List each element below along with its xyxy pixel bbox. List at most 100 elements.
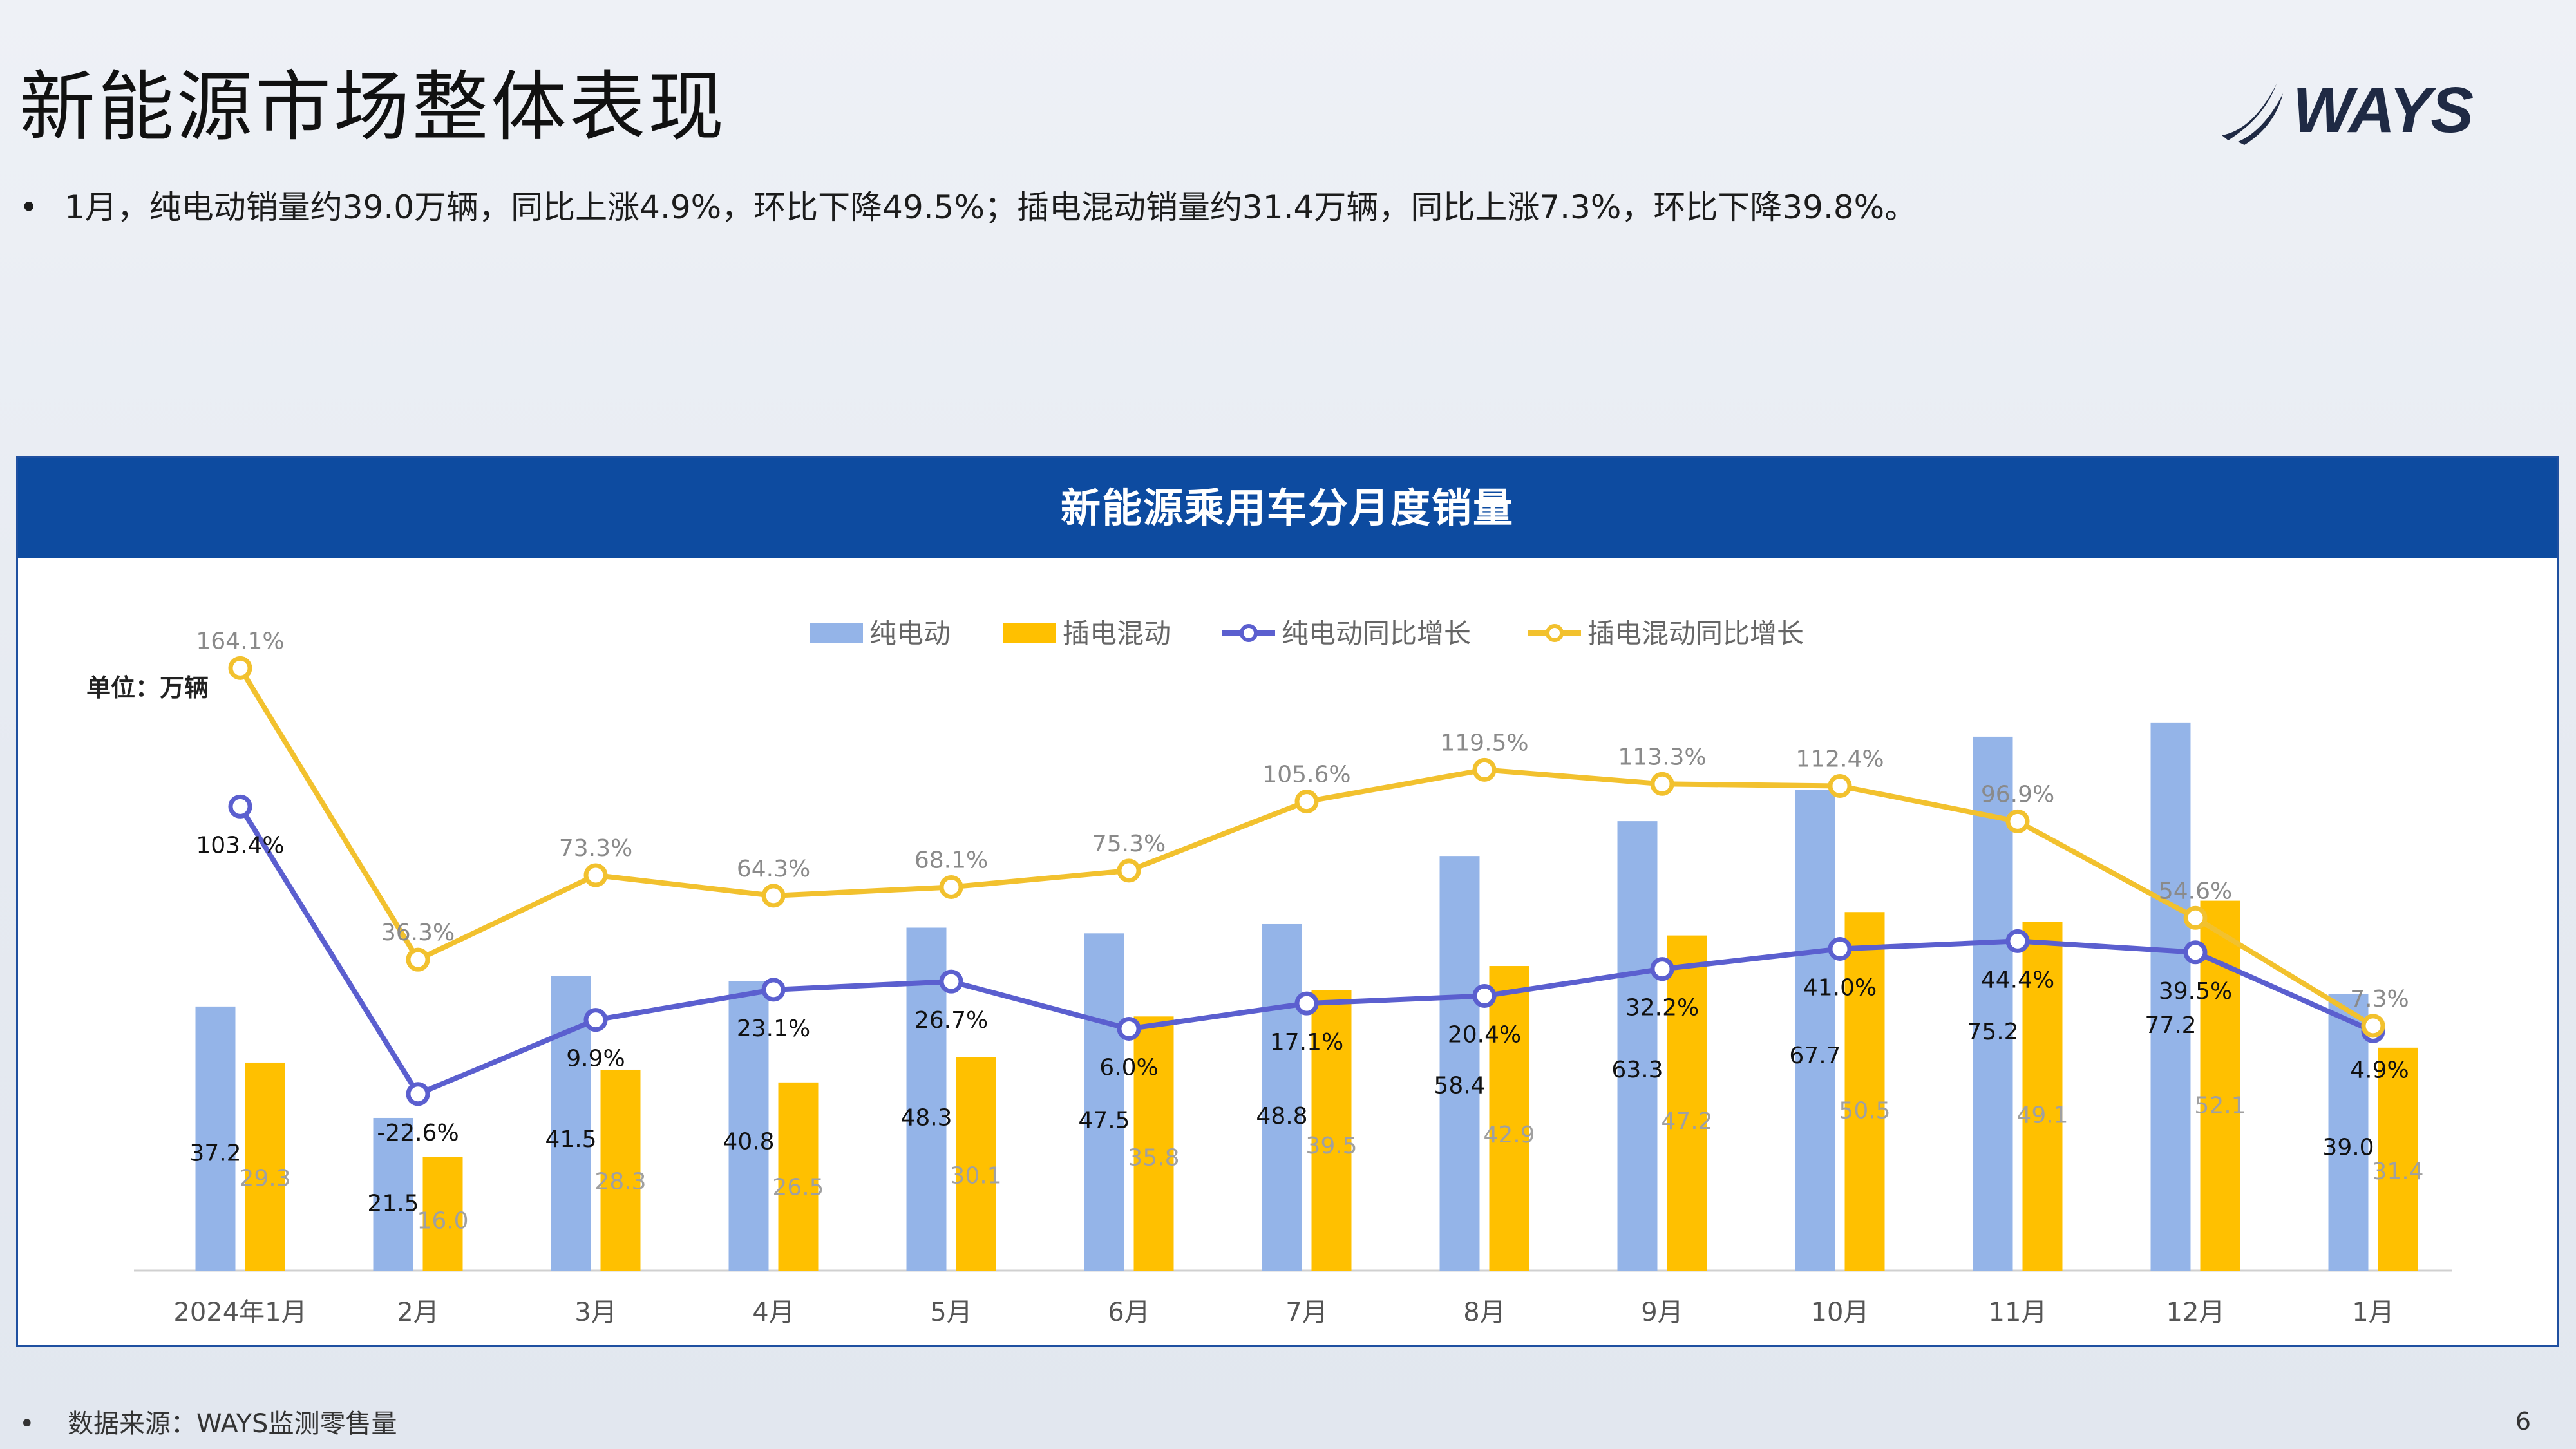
line-value-label: 105.6% <box>1262 762 1350 788</box>
data-source-note: • 数据来源：WAYS监测零售量 <box>19 1403 397 1440</box>
line-value-label: 103.4% <box>196 832 284 858</box>
labels-layer: 37.2 21.5 41.5 40.8 48.3 47.5 48.8 58.4 63.3 67.7… <box>189 628 2423 1234</box>
line-value-label: 119.5% <box>1440 730 1528 756</box>
unit-label: 单位：万辆 <box>86 674 209 702</box>
line-point <box>939 969 963 994</box>
sales-chart: 纯电动 插电混动 纯电动同比增长 插电混动同比增长 单位：万辆 37.2 21.5 41.… <box>86 618 2452 1327</box>
bar-value-label: 31.4 <box>2372 1159 2423 1185</box>
line-value-label: 44.4% <box>1981 967 2054 993</box>
legend-label: 插电混动同比增长 <box>1587 618 1804 649</box>
line-value-label: 64.3% <box>737 856 810 882</box>
line-point <box>2005 929 2030 953</box>
line-value-label: 68.1% <box>914 847 988 873</box>
line-point <box>1117 858 1141 883</box>
bar-phev <box>245 1062 285 1271</box>
x-tick-label: 3月 <box>574 1298 616 1327</box>
line-value-label: 73.3% <box>559 835 632 862</box>
chart-title: 新能源乘用车分月度销量 <box>18 458 2557 558</box>
line-value-label: 20.4% <box>1448 1021 1521 1048</box>
line-value-label: 36.3% <box>381 920 455 946</box>
bar-value-label: 37.2 <box>189 1140 241 1166</box>
line-point <box>228 794 252 819</box>
bar-phev <box>2022 922 2063 1271</box>
bar-bev <box>2328 994 2369 1271</box>
line-point <box>1828 936 1852 961</box>
x-tick-label: 9月 <box>1641 1298 1683 1327</box>
bar-value-label: 77.2 <box>2145 1012 2196 1039</box>
line-point <box>1828 773 1852 798</box>
line-value-label: 9.9% <box>566 1046 625 1072</box>
bar-value-label: 29.3 <box>239 1166 290 1192</box>
bar-value-label: 48.8 <box>1256 1103 1307 1130</box>
page-number: 6 <box>2515 1407 2531 1435</box>
bar-value-label: 52.1 <box>2194 1093 2246 1119</box>
line-point <box>228 656 252 680</box>
bar-value-label: 49.1 <box>2016 1102 2068 1128</box>
line-point <box>1294 790 1319 814</box>
legend-swatch <box>810 623 863 643</box>
bar-value-label: 41.5 <box>545 1126 596 1153</box>
x-tick-labels: 2024年1月 2月 3月 4月 5月 6月 7月 8月 9月 10月 11月 12月 1月 <box>173 1298 2394 1327</box>
legend-label: 插电混动 <box>1063 618 1171 649</box>
bar-value-label: 35.8 <box>1128 1144 1179 1171</box>
bar-phev <box>956 1057 996 1271</box>
legend-label: 纯电动 <box>869 618 951 649</box>
bars-layer <box>195 722 2418 1271</box>
source-text: 数据来源：WAYS监测零售量 <box>68 1409 397 1439</box>
line-point <box>406 947 430 972</box>
line-value-label: 96.9% <box>1981 781 2054 808</box>
bar-phev <box>422 1157 463 1271</box>
line-value-label: 17.1% <box>1270 1029 1343 1056</box>
bar-bev <box>1084 933 1124 1271</box>
x-tick-label: 6月 <box>1108 1298 1150 1327</box>
line-point <box>583 1008 608 1032</box>
line-point <box>2361 1014 2385 1038</box>
bar-bev <box>1617 821 1658 1271</box>
line-value-label: 113.3% <box>1618 744 1706 770</box>
bar-value-label: 30.1 <box>950 1163 1001 1189</box>
bar-value-label: 26.5 <box>772 1175 824 1201</box>
bar-bev <box>1795 790 1835 1271</box>
line-point <box>939 875 963 899</box>
x-tick-label: 2024年1月 <box>173 1298 307 1327</box>
bar-value-label: 16.0 <box>417 1208 468 1235</box>
bar-phev <box>1311 990 1352 1271</box>
bar-bev <box>195 1006 236 1271</box>
line-value-label: 32.2% <box>1625 995 1699 1021</box>
bar-phev <box>1133 1016 1174 1271</box>
x-tick-label: 10月 <box>1811 1298 1870 1327</box>
bar-phev <box>1844 912 1885 1271</box>
legend-marker <box>1546 624 1564 642</box>
line-point <box>1472 983 1497 1008</box>
line-point <box>1117 1016 1141 1041</box>
bar-value-label: 40.8 <box>723 1129 774 1155</box>
x-tick-label: 7月 <box>1285 1298 1327 1327</box>
ways-logo: WAYS <box>2215 71 2474 148</box>
ways-logo-mark-icon <box>2222 84 2283 145</box>
line-value-label: 75.3% <box>1092 831 1166 857</box>
x-tick-label: 4月 <box>752 1298 794 1327</box>
bar-value-label: 58.4 <box>1434 1072 1485 1099</box>
x-tick-label: 11月 <box>1989 1298 2047 1327</box>
bar-phev <box>778 1082 819 1271</box>
bar-bev <box>373 1117 413 1271</box>
x-tick-label: 2月 <box>397 1298 439 1327</box>
bar-bev <box>1439 856 1480 1271</box>
legend-marker <box>1240 624 1258 642</box>
line-value-label: 112.4% <box>1795 746 1884 772</box>
line-point <box>761 884 786 908</box>
bar-value-label: 47.5 <box>1078 1107 1130 1133</box>
bar-value-label: 67.7 <box>1789 1043 1841 1069</box>
line-value-label: 23.1% <box>737 1016 810 1042</box>
line-point <box>2005 809 2030 833</box>
bar-value-label: 47.2 <box>1661 1108 1712 1135</box>
bar-phev <box>2378 1047 2418 1271</box>
summary-text: 1月，纯电动销量约39.0万辆，同比上涨4.9%，环比下降49.5%；插电混动销… <box>64 189 1917 226</box>
line-point <box>1650 957 1674 981</box>
bar-value-label: 28.3 <box>594 1169 646 1195</box>
line-value-label: 6.0% <box>1099 1054 1158 1081</box>
bar-bev <box>1262 923 1302 1271</box>
line-value-label: 26.7% <box>914 1007 988 1034</box>
bar-value-label: 21.5 <box>367 1190 419 1217</box>
source-dot: • <box>19 1409 35 1439</box>
